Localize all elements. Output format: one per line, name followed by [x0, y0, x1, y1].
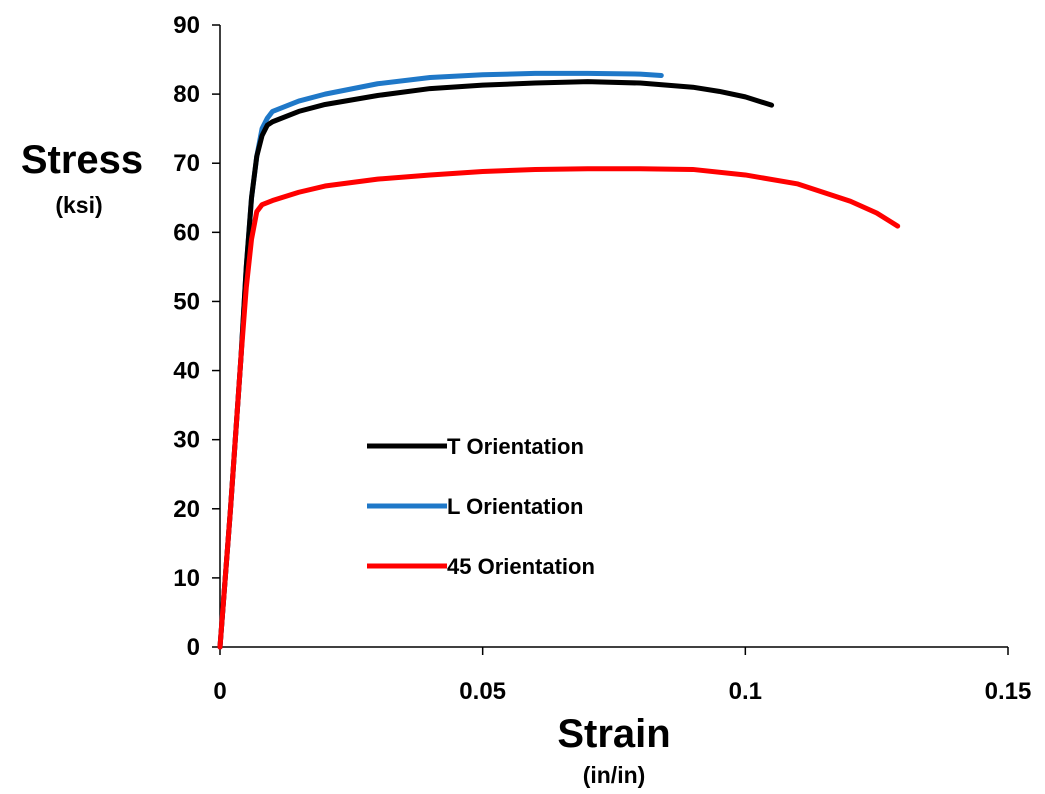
axes — [219, 25, 1008, 648]
y-axis-unit: (ksi) — [55, 192, 102, 218]
y-tick-label: 30 — [173, 427, 200, 454]
x-tick-label: 0.15 — [985, 678, 1032, 705]
y-tick-label: 0 — [187, 634, 200, 661]
y-tick-label: 50 — [173, 288, 200, 315]
x-axis-title: Strain — [557, 712, 670, 756]
x-tick-label: 0 — [213, 678, 226, 705]
y-tick-label: 40 — [173, 358, 200, 385]
y-tick-label: 70 — [173, 150, 200, 177]
legend-label-t-orientation: T Orientation — [447, 434, 584, 459]
series-line-l-orientation — [217, 70, 664, 650]
ticks: 0 10 20 30 40 50 60 70 80 90 0 0.05 0.1 0.15 — [173, 12, 1031, 705]
y-tick-label: 90 — [173, 12, 200, 39]
y-tick-label: 60 — [173, 219, 200, 246]
x-tick-label: 0.05 — [459, 678, 506, 705]
x-axis-unit: (in/in) — [583, 762, 646, 788]
legend-label-l-orientation: L Orientation — [447, 494, 584, 519]
legend: T Orientation L Orientation 45 Orientation — [367, 434, 595, 579]
y-tick-label: 80 — [173, 81, 200, 108]
series-line-45-orientation — [217, 166, 901, 650]
series-lines — [217, 70, 901, 650]
series-line-t-orientation — [217, 79, 775, 650]
axis-titles: Stress (ksi) Strain (in/in) — [21, 138, 671, 788]
y-axis-title: Stress — [21, 138, 143, 182]
x-tick-label: 0.1 — [729, 678, 762, 705]
legend-label-45-orientation: 45 Orientation — [447, 554, 595, 579]
y-tick-label: 20 — [173, 496, 200, 523]
y-tick-label: 10 — [173, 565, 200, 592]
